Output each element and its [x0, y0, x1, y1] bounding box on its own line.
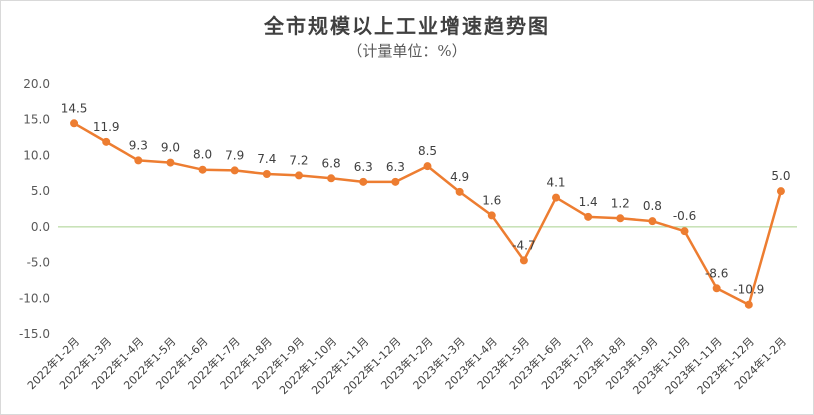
data-label: 8.0 [193, 148, 212, 162]
x-tick-label: 2022年1-10月 [276, 334, 339, 397]
data-label: 8.5 [418, 144, 437, 158]
data-point [102, 137, 111, 146]
data-point [552, 193, 561, 202]
data-label: 6.3 [386, 160, 405, 174]
y-tick-label: 10.0 [23, 148, 50, 162]
x-tick-label: 2022年1-11月 [308, 334, 371, 397]
chart-subtitle: （计量单位：%） [347, 42, 467, 60]
data-label: 5.0 [771, 169, 790, 183]
data-point [680, 227, 689, 236]
data-label: 4.1 [546, 176, 565, 190]
data-label: 1.4 [579, 195, 598, 209]
data-point [648, 217, 657, 226]
data-label: 1.2 [611, 196, 630, 210]
data-point [455, 187, 464, 196]
data-label: 6.3 [354, 160, 373, 174]
data-label: 7.4 [257, 152, 276, 166]
data-label: 0.8 [643, 199, 662, 213]
data-point [166, 158, 175, 167]
data-point [391, 177, 400, 186]
data-label: 7.2 [289, 153, 308, 167]
data-label: 1.6 [482, 193, 501, 207]
data-label: 9.0 [161, 141, 180, 155]
data-point [487, 211, 496, 220]
data-label: -10.9 [733, 283, 764, 297]
data-point [134, 156, 143, 165]
data-point [616, 214, 625, 223]
data-label: 6.8 [322, 156, 341, 170]
data-point [744, 300, 753, 309]
data-label: 14.5 [61, 101, 88, 115]
data-label: 4.9 [450, 170, 469, 184]
data-point [519, 256, 528, 265]
data-point [70, 119, 79, 128]
data-point [327, 174, 336, 183]
data-point [359, 177, 368, 186]
data-label: 7.9 [225, 148, 244, 162]
data-label: 9.3 [129, 138, 148, 152]
data-point [584, 212, 593, 221]
y-tick-label: 15.0 [23, 113, 50, 127]
data-point [712, 284, 721, 293]
y-tick-label: 5.0 [31, 184, 50, 198]
x-tick-label: 2023年1-11月 [662, 334, 725, 397]
data-label: -0.6 [673, 209, 696, 223]
data-point [776, 187, 785, 196]
x-tick-label: 2023年1-10月 [630, 334, 693, 397]
data-point [262, 170, 271, 178]
y-tick-label: -5.0 [27, 256, 50, 270]
data-point [198, 165, 207, 174]
chart-title: 全市规模以上工业增速趋势图 [264, 14, 550, 38]
y-tick-label: 0.0 [31, 220, 50, 234]
data-point [294, 171, 303, 180]
y-tick-label: -10.0 [19, 291, 50, 305]
x-tick-label: 2022年1-12月 [341, 334, 404, 397]
data-point [230, 166, 239, 175]
y-tick-label: -15.0 [19, 327, 50, 341]
x-tick-label: 2023年1-12月 [694, 334, 757, 397]
data-point [423, 162, 432, 171]
y-tick-label: 20.0 [23, 77, 50, 91]
data-label: -4.7 [512, 238, 535, 252]
data-label: 11.9 [93, 120, 120, 134]
data-label: -8.6 [705, 266, 728, 280]
